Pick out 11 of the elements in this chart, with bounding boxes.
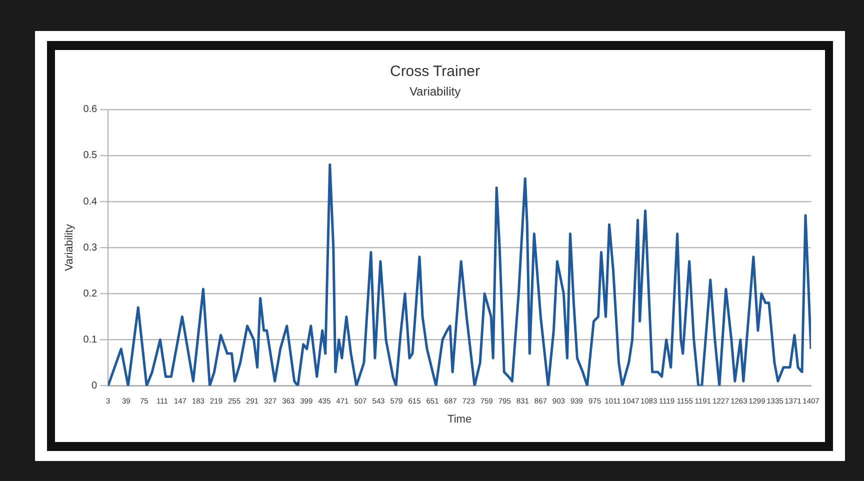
y-tick-label: 0.3 xyxy=(83,242,98,254)
y-tick-label: 0.5 xyxy=(83,150,98,162)
y-tick-label: 0.1 xyxy=(83,334,98,346)
y-tick-label: 0.4 xyxy=(83,196,98,208)
y-axis-title: Variability xyxy=(64,224,76,272)
y-tick-label: 0.2 xyxy=(83,288,98,300)
chart-title: Cross Trainer xyxy=(390,63,480,80)
y-tick-label: 0.6 xyxy=(83,104,98,116)
chart-subtitle: Variability xyxy=(409,84,461,99)
y-tick-label: 0 xyxy=(92,380,98,392)
x-axis-title: Time xyxy=(448,413,472,426)
